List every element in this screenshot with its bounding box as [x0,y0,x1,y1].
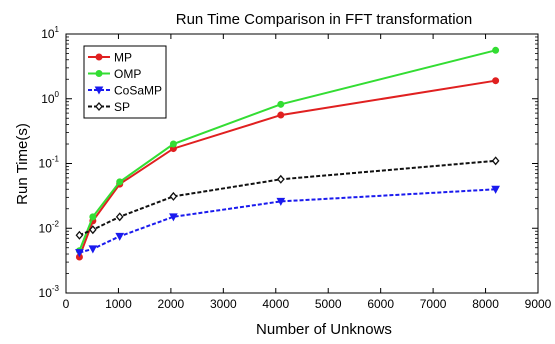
legend-label-omp: OMP [114,67,141,81]
data-point-omp [169,140,177,148]
data-point-cosamp [115,232,125,241]
x-tick-label: 2000 [158,297,185,311]
x-tick-label: 0 [63,297,70,311]
x-axis-label: Number of Unknows [256,321,392,338]
chart-title: Run Time Comparison in FFT transformatio… [176,11,473,28]
legend-label-sp: SP [114,100,130,114]
data-point-sp [491,156,500,166]
series-omp [75,46,500,255]
x-tick-label: 8000 [472,297,499,311]
y-tick-label: 10-1 [39,155,60,171]
legend-marker-mp [95,53,103,61]
data-point-sp [276,174,285,184]
data-point-cosamp [75,249,84,258]
data-point-omp [277,100,285,108]
x-tick-label: 5000 [315,297,342,311]
y-tick-label: 101 [41,25,59,41]
x-tick-label: 1000 [105,297,132,311]
legend-marker-cosamp [94,86,104,95]
series-sp [75,156,500,240]
series-line-cosamp [79,188,496,254]
data-point-cosamp [169,213,178,222]
series-line-sp [79,159,496,237]
y-tick-label: 100 [41,90,59,106]
data-point-omp [116,178,124,186]
legend-label-cosamp: CoSaMP [114,84,162,98]
y-tick-label: 10-3 [39,284,60,300]
legend-marker-sp [95,102,103,111]
data-point-omp [492,46,500,54]
data-point-omp [89,213,97,221]
data-point-sp [115,212,124,222]
data-point-sp [88,225,97,235]
legend-marker-omp [95,70,103,77]
x-tick-label: 6000 [367,297,394,311]
data-point-mp [277,111,285,119]
series-line-omp [78,49,496,252]
x-tick-label: 3000 [210,297,237,311]
x-tick-label: 4000 [262,297,289,311]
data-point-cosamp [276,197,286,206]
y-axis-label: Run Time(s) [14,123,31,205]
data-point-mp [492,77,500,85]
data-point-sp [169,191,178,201]
series-cosamp [75,185,500,258]
legend: MP OMP CoSaMP SP [83,45,167,119]
x-tick-label: 9000 [525,297,552,311]
data-point-cosamp [491,185,500,194]
series-line-mp [78,79,496,258]
data-point-cosamp [88,245,98,254]
y-tick-label: 10-2 [39,219,60,235]
data-point-sp [75,230,84,240]
x-tick-label: 7000 [420,297,447,311]
legend-label-mp: MP [114,51,132,65]
